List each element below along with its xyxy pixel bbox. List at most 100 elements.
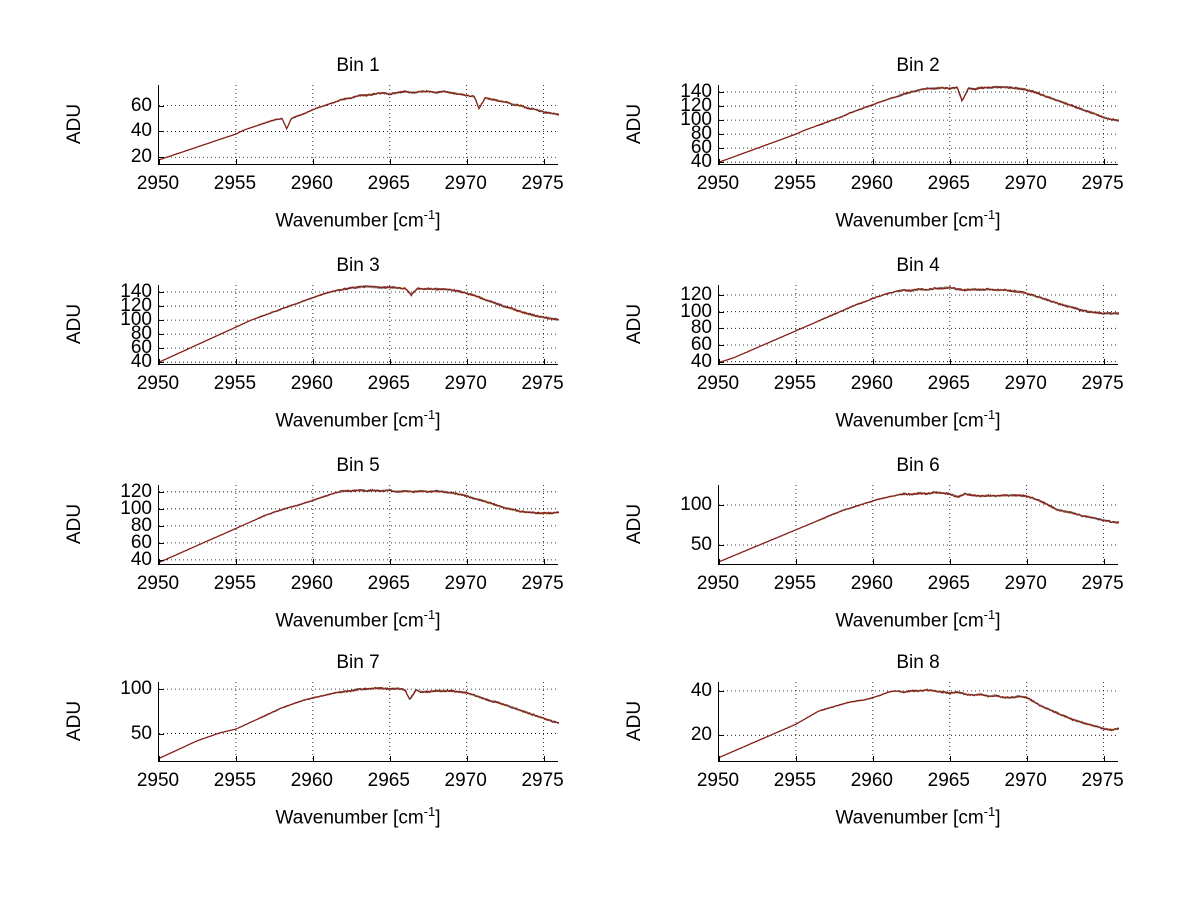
y-tick-label: 60 [130,94,152,116]
x-axis-label: Wavenumber [cm-1] [718,407,1118,432]
x-tick-mark [159,756,160,761]
y-tick-mark [159,508,164,510]
x-axis-label: Wavenumber [cm-1] [158,804,558,829]
x-tick-mark [719,159,720,164]
y-tick-mark [159,491,164,493]
subplot-bin-4: Bin 4 2950 2955 2960 2965 2970 2975 40 60 80 100 12… [598,255,1138,465]
x-tick-label: 2975 [521,573,564,594]
spectrum-line [719,491,1119,563]
x-tick-label: 2960 [290,573,333,594]
y-tick-mark [159,559,164,561]
x-tick-label: 2955 [773,373,817,394]
subplot-title: Bin 6 [896,455,940,476]
spectrum-line [719,85,1119,163]
x-tick-mark [795,559,797,564]
spectrum-line-primary [719,285,1119,363]
x-tick-mark [872,756,874,761]
x-tick-label: 2955 [773,770,817,791]
plot-area [719,285,1119,365]
subplot-title: Bin 4 [896,255,940,276]
x-axis-label-main: Wavenumber [cm [835,210,984,232]
x-tick-mark [235,559,237,564]
plot-area [719,85,1119,165]
y-tick-mark [719,120,724,122]
x-tick-mark [159,359,160,364]
axes-box [158,682,559,762]
y-tick-label: 50 [130,722,152,744]
spectrum-line-primary [159,488,559,563]
y-axis-label: ADU [624,303,645,345]
subplot-bin-5: Bin 5 2950 2955 2960 2965 2970 2975 40 60 80 100 12… [38,455,578,665]
y-tick-label: 40 [690,350,712,372]
spectrum-line [719,286,1119,363]
plot-area [719,682,1119,762]
x-axis-label: Wavenumber [cm-1] [718,607,1118,632]
axes-box [718,285,1119,365]
x-axis-label-exponent: -1 [423,407,436,422]
x-tick-label: 2950 [696,173,740,194]
y-tick-label: 120 [680,284,712,305]
x-tick-mark [389,359,391,364]
x-tick-mark [312,359,314,364]
x-axis-label-exponent: -1 [423,607,436,622]
y-tick-label: 80 [130,514,152,536]
spectrum-line [719,85,1119,163]
x-tick-label: 2960 [850,173,893,194]
x-tick-label: 2975 [1081,573,1124,594]
x-tick-label: 2950 [696,573,740,594]
y-tick-mark [159,292,164,294]
spectrum-line [719,688,1119,759]
spectrum-line-primary [159,686,559,759]
y-tick-mark [159,542,164,544]
x-axis-label-main: Wavenumber [cm [835,410,984,432]
x-tick-mark [159,559,160,564]
spectrum-line [719,688,1119,758]
y-axis-label: ADU [64,503,85,545]
spectrum-line [719,286,1119,363]
spectrum-line [159,686,559,759]
x-axis-label-bracket: ] [435,410,441,432]
spectrum-line [719,689,1119,758]
subplot-bin-6: Bin 6 2950 2955 2960 2965 2970 2975 50 100 ADU Wav… [598,455,1138,665]
x-tick-mark [719,559,720,564]
spectrum-line [719,491,1119,563]
spectrum-line [159,285,559,363]
y-tick-label: 120 [120,295,152,317]
y-tick-label: 60 [130,337,152,359]
x-tick-mark [795,359,797,364]
x-tick-mark [159,159,160,164]
y-tick-label: 100 [120,309,152,331]
x-tick-mark [949,559,951,564]
spectrum-line [159,686,559,759]
subplot-title: Bin 3 [336,255,380,276]
y-tick-label: 100 [680,494,712,515]
spectrum-line [159,686,559,759]
x-tick-label: 2970 [444,373,487,394]
axes-box [718,682,1119,762]
x-tick-label: 2950 [136,173,180,194]
spectrum-line [719,85,1119,163]
spectrum-line [159,686,559,759]
x-axis-label: Wavenumber [cm-1] [158,207,558,232]
x-tick-mark [1103,159,1105,164]
x-axis-label-exponent: -1 [983,607,996,622]
y-tick-label: 140 [120,281,152,303]
y-tick-mark [719,295,724,296]
y-tick-mark [719,106,724,108]
x-axis-label: Wavenumber [cm-1] [158,407,558,432]
subplot-title: Bin 1 [336,55,380,76]
y-tick-label: 50 [690,534,712,555]
y-tick-mark [719,735,724,737]
x-tick-label: 2970 [1004,770,1047,791]
x-tick-mark [235,756,237,761]
y-axis-label: ADU [624,103,645,145]
x-tick-label: 2975 [1081,770,1124,791]
x-tick-label: 2955 [773,573,817,594]
x-tick-label: 2955 [213,770,257,791]
x-tick-mark [795,756,797,761]
x-tick-label: 2975 [1081,373,1124,394]
spectrum-line [159,686,559,759]
x-tick-mark [389,559,391,564]
y-tick-mark [719,361,724,363]
y-tick-label: 40 [130,548,152,570]
